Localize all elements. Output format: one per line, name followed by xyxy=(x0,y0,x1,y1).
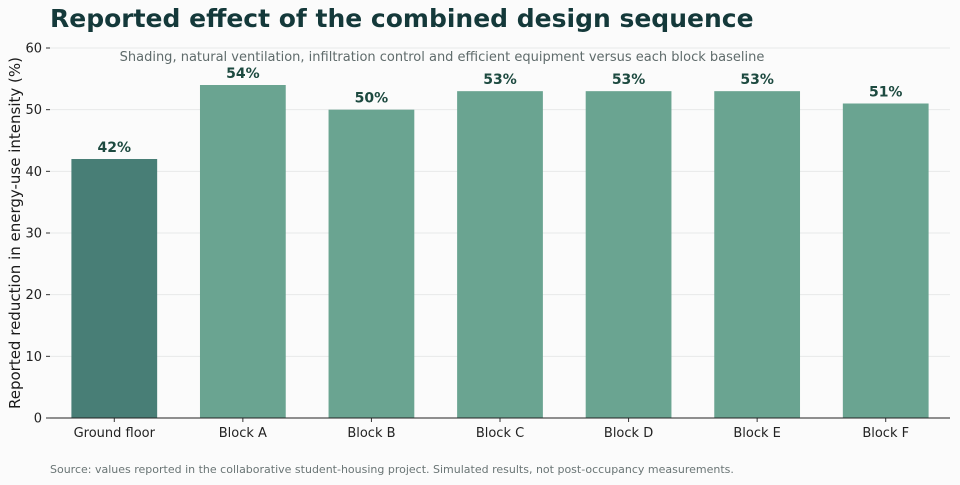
x-axis: Ground floor Block A Block B Block C Block D… xyxy=(74,418,909,441)
y-axis: 0 10 20 30 40 50 60 xyxy=(25,42,50,427)
data-label: 50% xyxy=(355,91,389,107)
y-tick-label: 40 xyxy=(25,165,42,180)
data-label: 54% xyxy=(226,66,260,82)
data-label: 53% xyxy=(483,72,517,88)
data-label: 53% xyxy=(612,72,646,88)
bar xyxy=(714,91,801,419)
bar xyxy=(457,91,543,419)
y-tick-label: 10 xyxy=(25,350,42,365)
x-tick-label: Block D xyxy=(604,426,653,441)
x-tick-label: Block F xyxy=(862,426,909,441)
chart-title: Reported effect of the combined design s… xyxy=(50,4,754,33)
chart-subtitle: Shading, natural ventilation, infiltrati… xyxy=(120,50,765,65)
y-tick-label: 60 xyxy=(25,42,42,57)
x-tick-label: Ground floor xyxy=(74,426,156,441)
y-tick-label: 0 xyxy=(34,412,42,427)
bar xyxy=(328,109,415,419)
x-tick-label: Block B xyxy=(347,426,395,441)
y-tick-label: 50 xyxy=(25,103,42,118)
x-tick-label: Block C xyxy=(476,426,524,441)
data-labels: 42% 54% 50% 53% 53% 53% 51% xyxy=(98,66,903,156)
bars xyxy=(71,85,929,419)
data-label: 53% xyxy=(740,72,774,88)
bar xyxy=(71,159,158,418)
data-label: 51% xyxy=(869,85,903,101)
bar xyxy=(585,91,672,419)
source-note: Source: values reported in the collabora… xyxy=(50,463,734,476)
x-tick-label: Block A xyxy=(219,426,267,441)
x-tick-label: Block E xyxy=(733,426,781,441)
bar xyxy=(842,103,929,418)
y-axis-label: Reported reduction in energy-use intensi… xyxy=(6,57,24,409)
data-label: 42% xyxy=(98,140,132,156)
y-tick-label: 20 xyxy=(25,288,42,303)
bar xyxy=(199,85,286,418)
y-tick-label: 30 xyxy=(25,227,42,242)
